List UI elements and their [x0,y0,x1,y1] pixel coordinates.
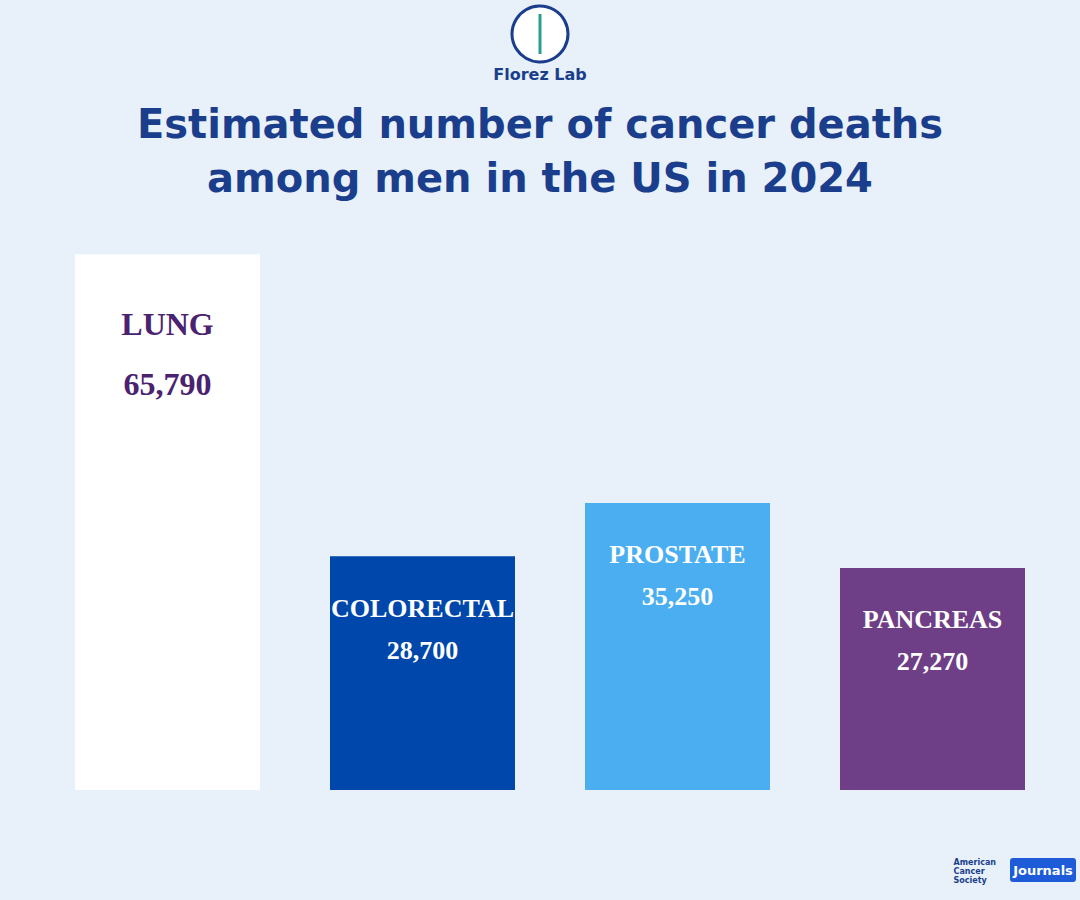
svg-text:Society: Society [954,876,988,885]
svg-text:PANCREAS: PANCREAS [863,605,1003,634]
svg-text:65,790: 65,790 [124,366,212,402]
svg-text:35,250: 35,250 [642,582,714,611]
svg-text:COLORECTAL: COLORECTAL [331,594,514,623]
svg-text:LUNG: LUNG [121,306,214,342]
svg-text:American: American [954,858,997,867]
svg-text:27,270: 27,270 [897,647,969,676]
svg-text:Journals: Journals [1012,863,1073,878]
svg-text:28,700: 28,700 [387,636,459,665]
svg-text:among men in the US in 2024: among men in the US in 2024 [207,155,873,201]
svg-text:PROSTATE: PROSTATE [609,540,745,569]
svg-text:Cancer: Cancer [954,867,985,876]
svg-text:Florez Lab: Florez Lab [493,65,586,84]
svg-text:Estimated number of cancer dea: Estimated number of cancer deaths [137,101,943,147]
